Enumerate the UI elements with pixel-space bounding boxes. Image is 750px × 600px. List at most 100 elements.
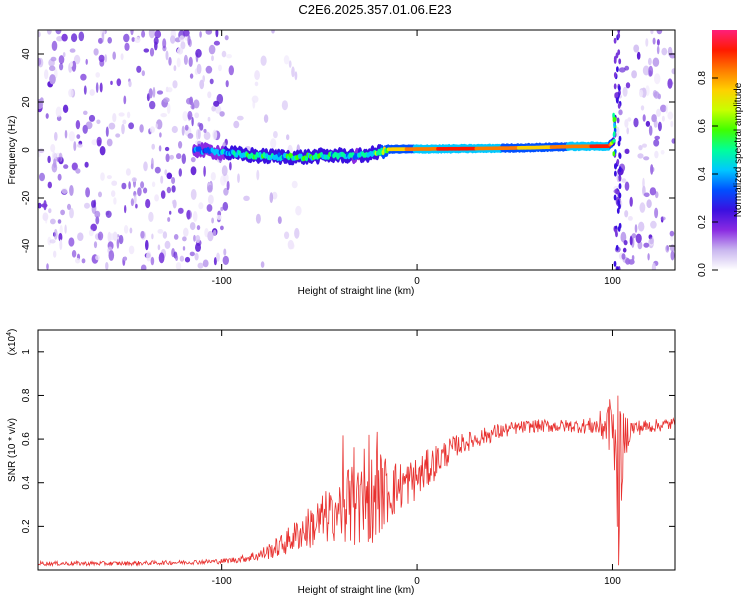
noise-speckle <box>75 120 81 130</box>
noise-speckle <box>160 190 166 199</box>
colorbar-label: Normalized spectral amplitude <box>733 82 744 217</box>
noise-speckle <box>145 198 151 209</box>
noise-speckle <box>199 79 205 90</box>
noise-speckle <box>645 38 649 47</box>
noise-speckle <box>69 61 73 68</box>
noise-speckle <box>59 63 64 71</box>
noise-speckle <box>648 125 653 136</box>
noise-speckle <box>284 231 290 240</box>
snr-scale-note: (x104) <box>6 329 18 356</box>
noise-speckle <box>621 253 626 260</box>
noise-speckle <box>629 235 633 246</box>
noise-speckle <box>195 48 202 58</box>
noise-speckle <box>157 244 161 251</box>
noise-speckle <box>166 103 171 114</box>
noise-speckle <box>211 217 215 224</box>
noise-speckle <box>97 231 104 241</box>
noise-speckle <box>38 202 42 209</box>
noise-speckle <box>60 209 65 216</box>
noise-speckle <box>642 65 650 76</box>
noise-speckle <box>95 82 99 93</box>
noise-speckle <box>108 250 115 261</box>
noise-speckle <box>193 234 196 242</box>
snr-y-axis: 0.2 0.4 0.6 0.8 1 <box>21 349 675 533</box>
noise-speckle <box>150 256 155 266</box>
track-core <box>612 112 615 118</box>
noise-speckle <box>617 199 620 206</box>
noise-speckle <box>99 59 105 67</box>
noise-speckle <box>135 203 138 209</box>
noise-speckle <box>638 145 643 151</box>
noise-speckle <box>614 228 618 235</box>
noise-speckle <box>61 187 68 194</box>
noise-speckle <box>195 129 200 140</box>
noise-speckle <box>613 194 617 201</box>
noise-speckle <box>665 245 670 253</box>
noise-speckle <box>621 178 627 183</box>
noise-speckle <box>151 233 154 240</box>
noise-speckle <box>291 66 295 78</box>
noise-speckle <box>169 210 172 215</box>
noise-speckle <box>616 66 619 73</box>
noise-speckle <box>187 34 191 46</box>
noise-speckle <box>85 121 93 130</box>
y-tick-label: 40 <box>21 48 32 60</box>
track-core <box>613 122 616 128</box>
noise-speckle <box>271 191 278 200</box>
noise-speckle <box>123 33 130 43</box>
noise-speckle <box>203 165 206 177</box>
noise-speckle <box>164 240 171 249</box>
noise-speckle <box>172 80 178 89</box>
noise-speckle <box>199 31 202 38</box>
noise-speckle <box>84 202 90 209</box>
noise-speckle <box>211 105 216 112</box>
noise-speckle <box>228 65 234 76</box>
noise-speckle <box>615 52 619 59</box>
noise-speckle <box>176 57 181 68</box>
noise-speckle <box>624 65 630 71</box>
x-tick-label: 100 <box>604 276 621 287</box>
noise-speckle <box>195 235 201 243</box>
noise-speckle <box>83 85 87 95</box>
noise-speckle <box>71 250 77 258</box>
noise-speckle <box>198 202 204 210</box>
noise-speckle <box>667 78 673 89</box>
noise-speckle <box>191 102 195 110</box>
x-tick-label: 100 <box>604 576 621 587</box>
noise-speckle <box>616 117 620 124</box>
noise-speckle <box>44 69 49 80</box>
noise-speckle <box>661 115 665 122</box>
noise-speckle <box>269 192 274 204</box>
noise-speckle <box>651 114 657 123</box>
noise-speckle <box>148 211 154 222</box>
colorbar-tick-label: 0.2 <box>697 215 708 229</box>
noise-speckle <box>633 44 640 53</box>
noise-speckle <box>104 54 108 63</box>
noise-speckle <box>75 257 81 264</box>
noise-speckle <box>226 54 233 59</box>
noise-speckle <box>660 150 665 155</box>
noise-speckle <box>254 81 259 87</box>
noise-speckle <box>105 210 112 218</box>
noise-speckle <box>91 139 98 146</box>
noise-speckle <box>56 157 61 162</box>
noise-speckle <box>98 191 102 198</box>
noise-speckle <box>205 65 213 74</box>
noise-speckle <box>123 225 129 234</box>
noise-speckle <box>89 89 95 96</box>
noise-speckle <box>54 131 58 141</box>
noise-speckle <box>64 224 67 234</box>
noise-speckle <box>169 154 174 160</box>
noise-speckle <box>49 65 56 72</box>
noise-speckle <box>614 170 617 177</box>
noise-speckle <box>47 236 52 246</box>
noise-speckle <box>613 83 617 90</box>
noise-speckle <box>49 74 56 85</box>
noise-speckle <box>151 143 155 150</box>
noise-speckle <box>39 172 45 182</box>
noise-speckle <box>263 114 269 123</box>
noise-speckle <box>126 111 131 119</box>
noise-speckle <box>291 180 298 189</box>
noise-speckle <box>143 187 148 194</box>
noise-speckle <box>624 210 629 218</box>
